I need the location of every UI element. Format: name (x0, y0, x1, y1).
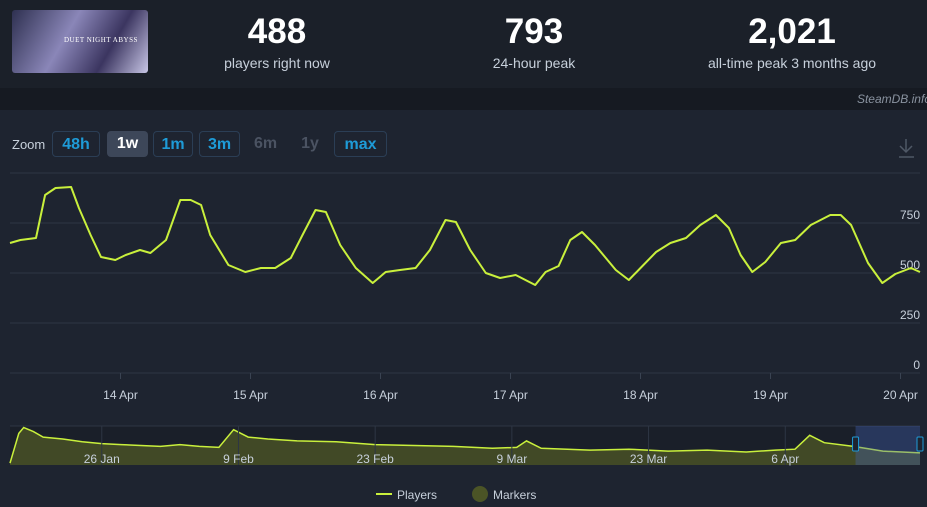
zoom-button[interactable]: max (334, 131, 387, 157)
navigator-handle[interactable] (916, 436, 924, 452)
stat: 793 24-hour peak (414, 12, 654, 71)
x-tick-label: 16 Apr (363, 388, 398, 402)
stat-label: 24-hour peak (492, 55, 576, 71)
download-icon[interactable] (899, 139, 914, 158)
navigator-tick-label: 9 Feb (223, 452, 254, 466)
stat-label: players right now (224, 55, 330, 71)
stat-value: 488 (247, 12, 307, 51)
x-tick-label: 19 Apr (753, 388, 788, 402)
y-tick-label: 750 (900, 208, 920, 222)
legend-marker (472, 486, 488, 502)
zoom-button[interactable]: 48h (52, 131, 100, 157)
stat: 488 players right now (157, 12, 397, 71)
x-tick-label: 14 Apr (103, 388, 138, 402)
header: DUET NIGHT ABYSS (0, 0, 927, 88)
game-capsule[interactable]: DUET NIGHT ABYSS (12, 10, 148, 73)
zoom-button: 6m (253, 135, 278, 152)
navigator-tick-label: 9 Mar (497, 452, 528, 466)
legend: Players Markers (376, 486, 536, 502)
navigator-window[interactable] (855, 426, 920, 465)
players-line (9, 186, 921, 286)
y-tick-label: 250 (900, 308, 920, 322)
navigator-line (9, 426, 921, 464)
navigator-tick-label: 6 Apr (771, 452, 799, 466)
navigator-area (10, 427, 920, 465)
zoom-button[interactable]: 3m (199, 131, 240, 157)
y-tick-label: 500 (900, 258, 920, 272)
x-tick-label: 15 Apr (233, 388, 268, 402)
stat-label: all-time peak 3 months ago (707, 55, 877, 71)
stat-value: 2,021 (748, 12, 836, 51)
x-tick-label: 17 Apr (493, 388, 528, 402)
source-link[interactable]: SteamDB.info (856, 92, 927, 106)
navigator-tick-label: 23 Feb (356, 452, 394, 466)
zoom-label: Zoom (12, 137, 46, 152)
x-tick-label: 20 Apr (883, 388, 918, 402)
navigator-tick-label: 26 Jan (84, 452, 120, 466)
zoom-button[interactable]: 1m (153, 131, 193, 157)
navigator-tick-label: 23 Mar (630, 452, 667, 466)
source-strip: SteamDB.info (0, 88, 927, 110)
stat: 2,021 all-time peak 3 months ago (672, 12, 912, 71)
x-tick-label: 18 Apr (623, 388, 658, 402)
stat-value: 793 (504, 12, 564, 51)
navigator-handle[interactable] (852, 436, 860, 452)
zoom-button[interactable]: 1w (107, 131, 148, 157)
game-title: DUET NIGHT ABYSS (64, 36, 138, 44)
legend-label[interactable]: Players (397, 488, 437, 502)
zoom-button: 1y (301, 135, 319, 152)
y-tick-label: 0 (913, 358, 920, 372)
legend-label[interactable]: Markers (493, 488, 536, 502)
